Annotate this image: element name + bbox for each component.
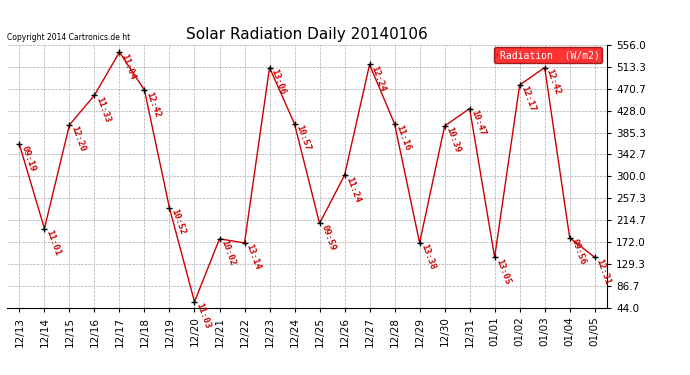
Text: 12:42: 12:42 bbox=[144, 90, 162, 118]
Text: 09:19: 09:19 bbox=[19, 144, 37, 173]
Text: 11:24: 11:24 bbox=[344, 175, 362, 204]
Text: 13:38: 13:38 bbox=[420, 243, 437, 271]
Text: 13:06: 13:06 bbox=[270, 68, 287, 96]
Text: 11:03: 11:03 bbox=[195, 302, 212, 330]
Text: 12:42: 12:42 bbox=[544, 68, 562, 96]
Text: 12:17: 12:17 bbox=[520, 85, 538, 113]
Text: 12:20: 12:20 bbox=[70, 125, 87, 153]
Text: 11:33: 11:33 bbox=[95, 95, 112, 124]
Text: 13:14: 13:14 bbox=[244, 243, 262, 271]
Legend: Radiation  (W/m2): Radiation (W/m2) bbox=[494, 47, 602, 63]
Text: 11:16: 11:16 bbox=[395, 124, 412, 152]
Text: 12:31: 12:31 bbox=[595, 257, 612, 286]
Text: 10:52: 10:52 bbox=[170, 208, 187, 236]
Text: 10:47: 10:47 bbox=[470, 109, 487, 137]
Text: 10:02: 10:02 bbox=[219, 239, 237, 267]
Text: 10:57: 10:57 bbox=[295, 124, 312, 152]
Text: 13:05: 13:05 bbox=[495, 257, 512, 286]
Text: 09:59: 09:59 bbox=[319, 224, 337, 252]
Text: 11:04: 11:04 bbox=[119, 52, 137, 81]
Text: 10:39: 10:39 bbox=[444, 126, 462, 154]
Text: Copyright 2014 Cartronics.de ht: Copyright 2014 Cartronics.de ht bbox=[7, 33, 130, 42]
Text: 11:01: 11:01 bbox=[44, 228, 62, 257]
Text: 09:56: 09:56 bbox=[570, 238, 587, 266]
Text: 12:24: 12:24 bbox=[370, 64, 387, 93]
Title: Solar Radiation Daily 20140106: Solar Radiation Daily 20140106 bbox=[186, 27, 428, 42]
